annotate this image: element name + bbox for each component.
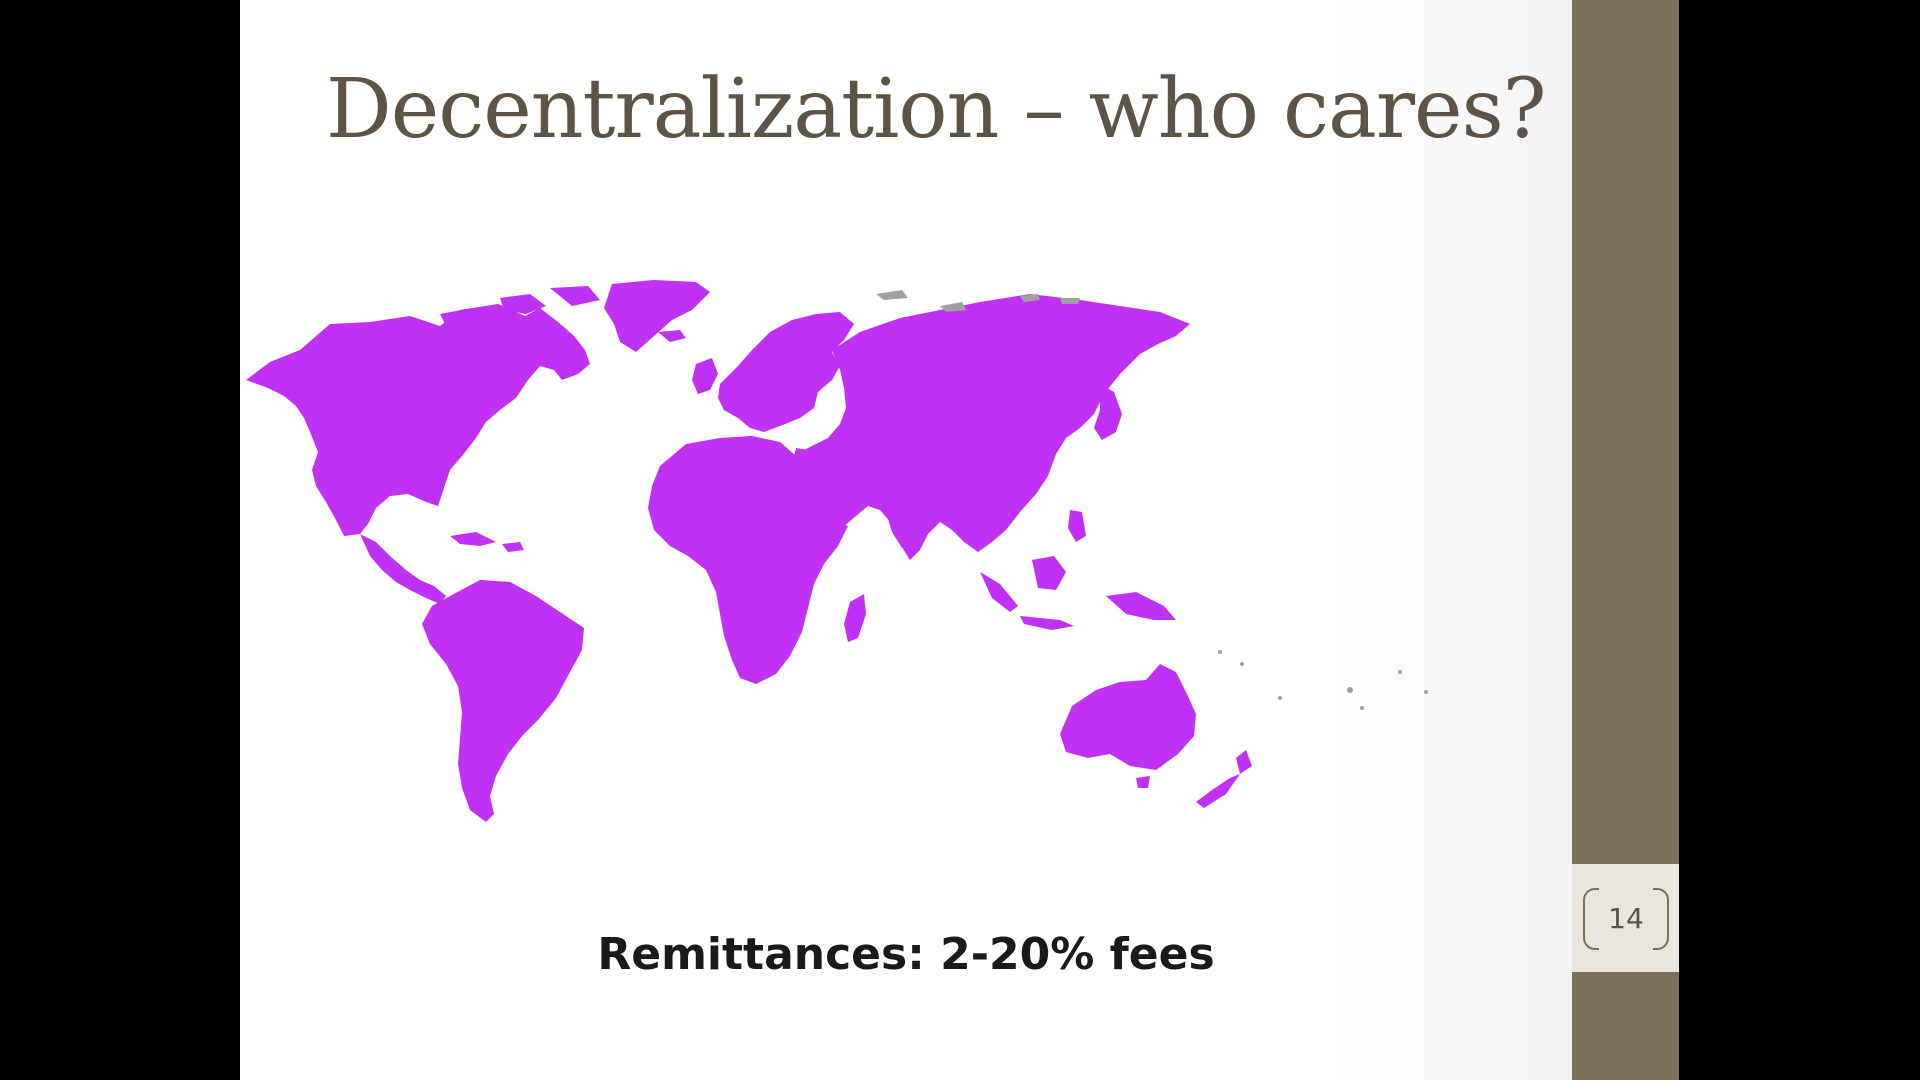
island-arctic-3 (550, 286, 600, 306)
island-japan (1094, 384, 1122, 440)
island-new-zealand-south (1196, 774, 1240, 808)
island-java (1020, 616, 1074, 630)
slide-caption: Remittances: 2-20% fees (597, 929, 1215, 980)
bracket-gap-top (1599, 887, 1653, 891)
island-iceland (658, 330, 686, 342)
slide-title: Decentralization – who cares? (326, 62, 1547, 157)
island-sumatra (980, 572, 1018, 612)
continent-asia (788, 294, 1190, 560)
slide: Decentralization – who cares? (240, 0, 1679, 1080)
continent-europe (718, 312, 854, 432)
island-hispaniola (502, 542, 524, 552)
continent-australia (1060, 664, 1196, 770)
island-britain (692, 358, 718, 394)
island-borneo (1032, 556, 1066, 590)
island-new-zealand-north (1236, 750, 1252, 774)
island-philippines (1068, 510, 1086, 542)
map-minor-islands (876, 290, 1428, 710)
island-arctic-2 (500, 294, 546, 314)
indian-subcontinent (878, 460, 936, 548)
island-arctic-1 (440, 308, 484, 330)
continent-africa (648, 436, 848, 684)
island-tasmania (1136, 776, 1150, 788)
slide-number-panel (1572, 864, 1679, 972)
continent-central-america (360, 534, 446, 604)
bracket-gap-bottom (1599, 947, 1653, 951)
world-map-graphic (246, 280, 1428, 822)
island-new-guinea (1106, 592, 1176, 620)
island-cuba (450, 532, 496, 546)
continent-north-america (246, 304, 590, 536)
slide-number: 14 (1608, 902, 1644, 935)
world-map (240, 280, 1572, 890)
continent-south-america (422, 580, 584, 822)
island-madagascar (844, 594, 866, 642)
map-land (246, 280, 1252, 822)
greenland (604, 280, 710, 352)
